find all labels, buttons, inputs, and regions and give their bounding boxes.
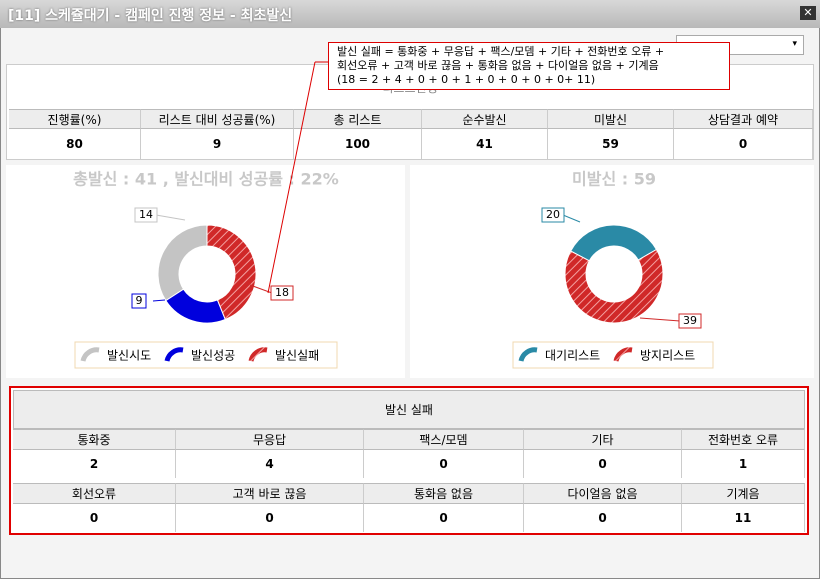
tooltip: 발신 실패 = 통화중 + 무응답 + 팩스/모뎀 + 기타 + 전화번호 오류… [328, 42, 730, 90]
cell-value: 41 [422, 129, 548, 159]
legend-icon [613, 347, 633, 362]
cell-value: 1 [682, 450, 805, 478]
column-header: 미발신 [548, 109, 674, 129]
column-header: 순수발신 [422, 109, 548, 129]
legend-label: 발신시도 [107, 349, 151, 363]
chart-title: 미발신 : 59 [572, 170, 656, 189]
column-header: 진행률(%) [9, 109, 141, 129]
cell-value: 11 [682, 504, 805, 532]
column-header: 고객 바로 끊음 [176, 483, 364, 504]
donut-segment [206, 224, 257, 321]
column-header: 통화음 없음 [364, 483, 524, 504]
column-header: 기계음 [682, 483, 805, 504]
donut-segment [564, 248, 664, 324]
column-header: 전화번호 오류 [682, 429, 805, 450]
leader-line [152, 299, 166, 302]
column-header: 회선오류 [13, 483, 176, 504]
close-button[interactable]: ✕ [800, 6, 816, 20]
cell-value: 80 [9, 129, 141, 159]
tooltip-line: (18 = 2 + 4 + 0 + 0 + 1 + 0 + 0 + 0 + 0+… [337, 73, 596, 86]
tooltip-line: 회선오류 + 고객 바로 끊음 + 통화음 없음 + 다이얼음 없음 + 기계음 [337, 59, 659, 72]
cell-value: 0 [364, 504, 524, 532]
legend-label: 발신성공 [191, 349, 235, 363]
leader-line [562, 214, 581, 223]
column-header: 총 리스트 [294, 109, 422, 129]
column-header: 무응답 [176, 429, 364, 450]
title-bar: [11] 스케쥴대기 - 캠페인 진행 정보 - 최초발신 [0, 0, 820, 28]
cell-value: 0 [524, 450, 682, 478]
legend-icon [518, 347, 538, 362]
cell-value: 0 [364, 450, 524, 478]
column-header: 통화중 [13, 429, 176, 450]
value-label-box [131, 293, 147, 309]
cell-value: 0 [524, 504, 682, 532]
donut-segment [165, 288, 226, 324]
tooltip-line: 발신 실패 = 통화중 + 무응답 + 팩스/모뎀 + 기타 + 전화번호 오류… [337, 45, 665, 58]
legend-icon [80, 347, 100, 362]
value-label-box [541, 207, 565, 223]
column-header: 리스트 대비 성공률(%) [141, 109, 294, 129]
cell-value: 59 [548, 129, 674, 159]
column-header: 팩스/모뎀 [364, 429, 524, 450]
cell-value: 0 [176, 504, 364, 532]
cell-value: 4 [176, 450, 364, 478]
legend [512, 341, 714, 369]
legend-icon [164, 347, 184, 362]
legend-label: 대기리스트 [545, 349, 600, 363]
value-label: 20 [546, 208, 560, 221]
value-label: 14 [139, 208, 153, 221]
column-header: 기타 [524, 429, 682, 450]
column-header: 다이얼음 없음 [524, 483, 682, 504]
legend-icon [248, 347, 268, 362]
cell-value: 2 [13, 450, 176, 478]
donut-segment [570, 224, 658, 262]
charts: 총발신 : 41 , 발신대비 성공률 : 22% 14 발신시도 9 발신성공 18 발신… [73, 170, 714, 369]
leader-line [639, 317, 681, 322]
leader-line [155, 214, 186, 221]
cell-value: 0 [13, 504, 176, 532]
legend [74, 341, 338, 369]
chart-title: 총발신 : 41 , 발신대비 성공률 : 22% [73, 170, 339, 189]
failure-panel: 발신 실패 통화중 2 무응답 4 팩스/모뎀 0 기타 0 전화번호 오류 1 회선오류 0 고객 바로… [9, 386, 809, 535]
column-header: 상담결과 예약 [674, 109, 813, 129]
cell-value: 0 [674, 129, 813, 159]
donut-segment [157, 224, 208, 302]
value-label-box [678, 313, 702, 329]
legend-label: 발신실패 [275, 349, 319, 363]
failure-title: 발신 실패 [13, 390, 805, 429]
value-label-box [134, 207, 158, 223]
legend-label: 방지리스트 [640, 349, 695, 363]
value-label: 39 [683, 314, 697, 327]
value-label: 18 [275, 286, 289, 299]
value-label: 9 [136, 294, 143, 307]
